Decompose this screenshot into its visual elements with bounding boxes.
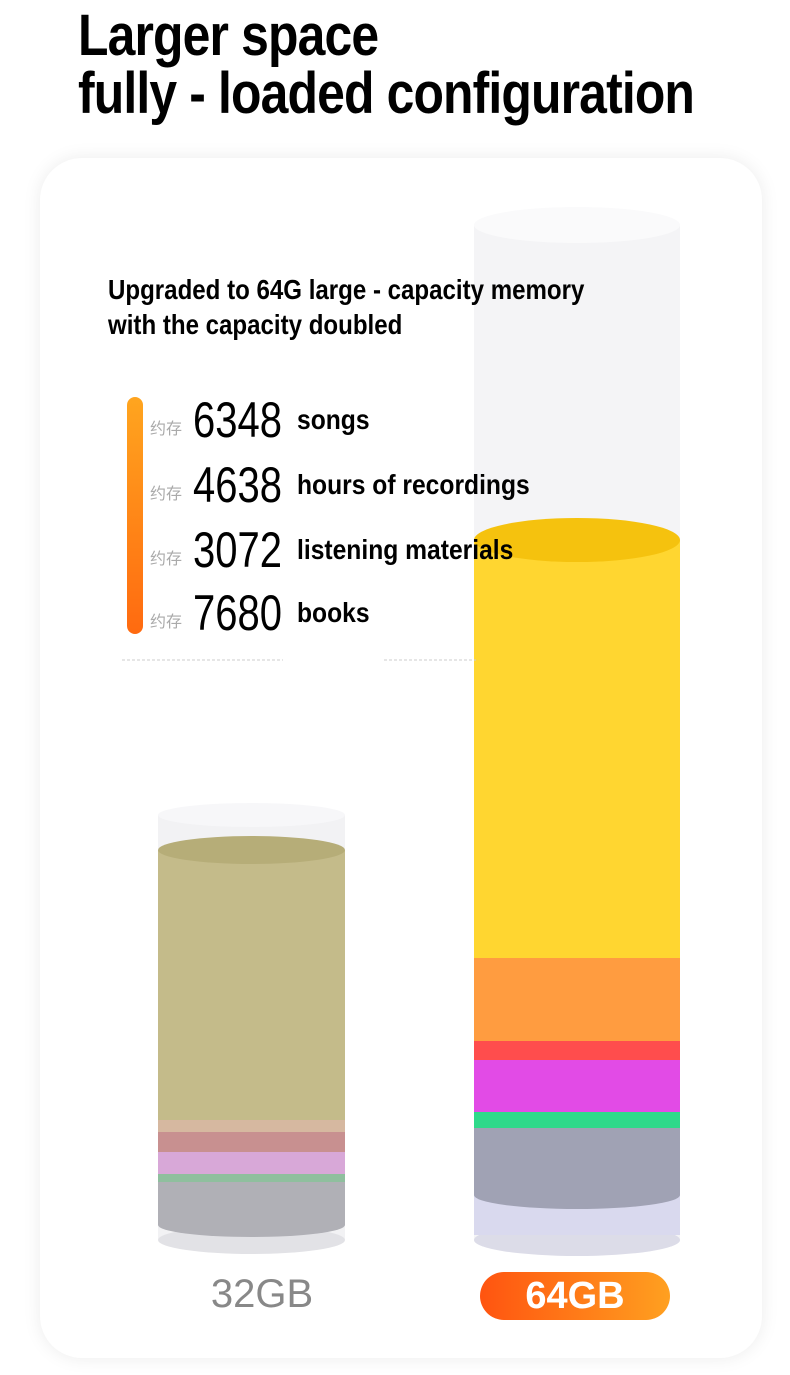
title-line: Larger space	[78, 3, 379, 68]
title-line: fully - loaded configuration	[78, 61, 695, 126]
stat-label: listening materials	[297, 534, 514, 565]
intro-line: Upgraded to 64G large - capacity memory	[108, 274, 585, 305]
stat-row: 约存 4638 hours of recordings	[150, 455, 561, 515]
stat-row: 约存 6348 songs	[150, 390, 379, 450]
stat-prefix: 约存	[150, 486, 183, 503]
intro-line: with the capacity doubled	[108, 309, 403, 340]
stat-number: 6348	[193, 392, 282, 448]
stat-prefix: 约存	[150, 551, 183, 568]
stat-row: 约存 7680 books	[150, 583, 379, 643]
capacity-badge: 64GB	[480, 1272, 670, 1320]
stat-number: 7680	[193, 585, 282, 641]
stat-number: 4638	[193, 457, 282, 513]
large-cylinder	[474, 207, 680, 1256]
stat-label: books	[297, 597, 370, 628]
stat-number: 3072	[193, 522, 282, 578]
small-cylinder	[158, 803, 345, 1254]
stat-prefix: 约存	[150, 614, 183, 631]
accent-bar	[127, 397, 143, 634]
stat-row: 约存 3072 listening materials	[150, 520, 543, 580]
stat-label: songs	[297, 404, 370, 435]
stat-label: hours of recordings	[297, 469, 530, 500]
capacity-label: 32GB	[210, 1272, 314, 1316]
stat-prefix: 约存	[150, 421, 183, 438]
